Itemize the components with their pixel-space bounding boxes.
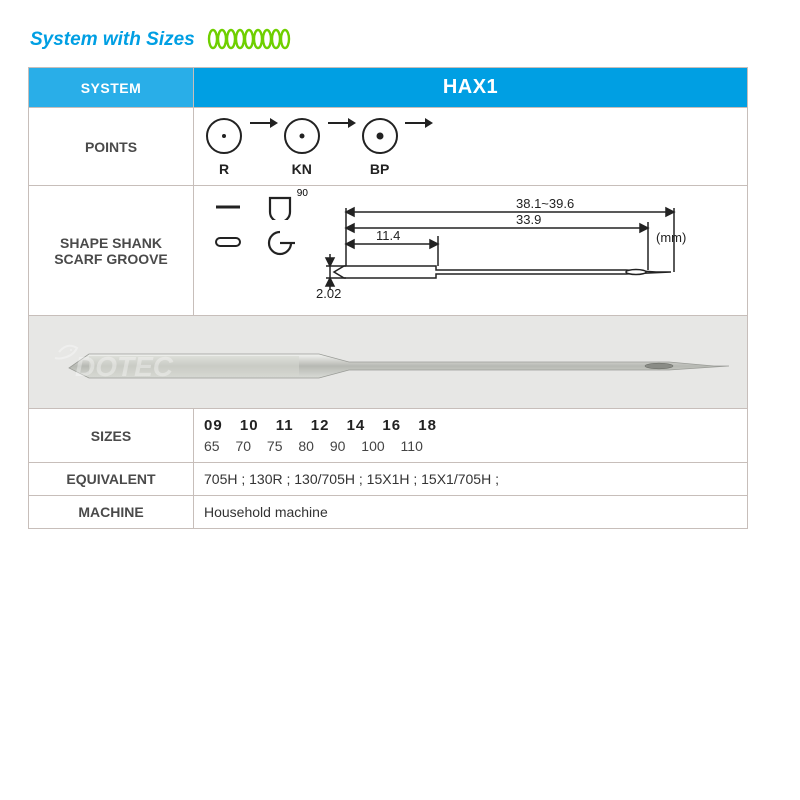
row-needle-photo: DOTEC: [29, 316, 748, 409]
header-model: HAX1: [194, 68, 748, 108]
watermark-left: DOTEC: [75, 351, 174, 382]
shank-shapes: 90: [204, 194, 304, 262]
needle-photo: DOTEC: [29, 316, 747, 408]
sizes-bottom: 65 70 75 80 90 100 110: [204, 438, 737, 454]
dim-height: 2.02: [316, 286, 341, 301]
shank-d-angle: 90: [297, 188, 308, 199]
point-KN: KN: [282, 116, 322, 177]
header-row: SYSTEM HAX1: [29, 68, 748, 108]
row-equivalent: EQUIVALENT 705H ; 130R ; 130/705H ; 15X1…: [29, 463, 748, 496]
coil-icon: [205, 28, 295, 55]
machine-text: Household machine: [194, 496, 748, 529]
dim-11-4: 11.4: [376, 228, 400, 243]
shape-label-1: SHAPE SHANK: [39, 235, 183, 251]
points-label: POINTS: [29, 108, 194, 186]
arrow-icon: [405, 116, 433, 133]
page-title: System with Sizes: [30, 29, 195, 50]
equivalent-label: EQUIVALENT: [29, 463, 194, 496]
row-shape: SHAPE SHANK SCARF GROOVE 90: [29, 186, 748, 316]
needle-dimension-diagram: 11.4 33.9 38.1~39.6 (mm): [316, 194, 706, 307]
header-system: SYSTEM: [29, 68, 194, 108]
shape-cell: 90: [194, 186, 748, 316]
title-row: System with Sizes: [28, 28, 772, 59]
arrow-icon: [328, 116, 356, 133]
scarf-slot-icon: [204, 233, 252, 254]
points-cell: R KN BP: [194, 108, 748, 186]
row-points: POINTS R KN BP: [29, 108, 748, 186]
row-sizes: SIZES 09 10 11 12 14 16 18 65 70 75 80 9…: [29, 409, 748, 463]
shank-flat-icon: [204, 198, 252, 219]
dim-units: (mm): [656, 230, 686, 245]
shape-label-2: SCARF GROOVE: [39, 251, 183, 267]
row-machine: MACHINE Household machine: [29, 496, 748, 529]
scarf-groove-icon: [256, 228, 304, 259]
point-BP-label: BP: [360, 161, 400, 177]
point-KN-label: KN: [282, 161, 322, 177]
point-R-label: R: [204, 161, 244, 177]
machine-label: MACHINE: [29, 496, 194, 529]
sizes-label: SIZES: [29, 409, 194, 463]
sizes-cell: 09 10 11 12 14 16 18 65 70 75 80 90 100 …: [194, 409, 748, 463]
shank-d-icon: 90: [256, 194, 304, 223]
point-R: R: [204, 116, 244, 177]
equivalent-text: 705H ; 130R ; 130/705H ; 15X1H ; 15X1/70…: [194, 463, 748, 496]
sizes-top: 09 10 11 12 14 16 18: [204, 417, 737, 434]
point-BP: BP: [360, 116, 400, 177]
dim-33-9: 33.9: [516, 212, 541, 227]
arrow-icon: [250, 116, 278, 133]
spec-table: SYSTEM HAX1 POINTS R KN BP: [28, 67, 748, 529]
shape-label: SHAPE SHANK SCARF GROOVE: [29, 186, 194, 316]
dim-38: 38.1~39.6: [516, 196, 574, 211]
